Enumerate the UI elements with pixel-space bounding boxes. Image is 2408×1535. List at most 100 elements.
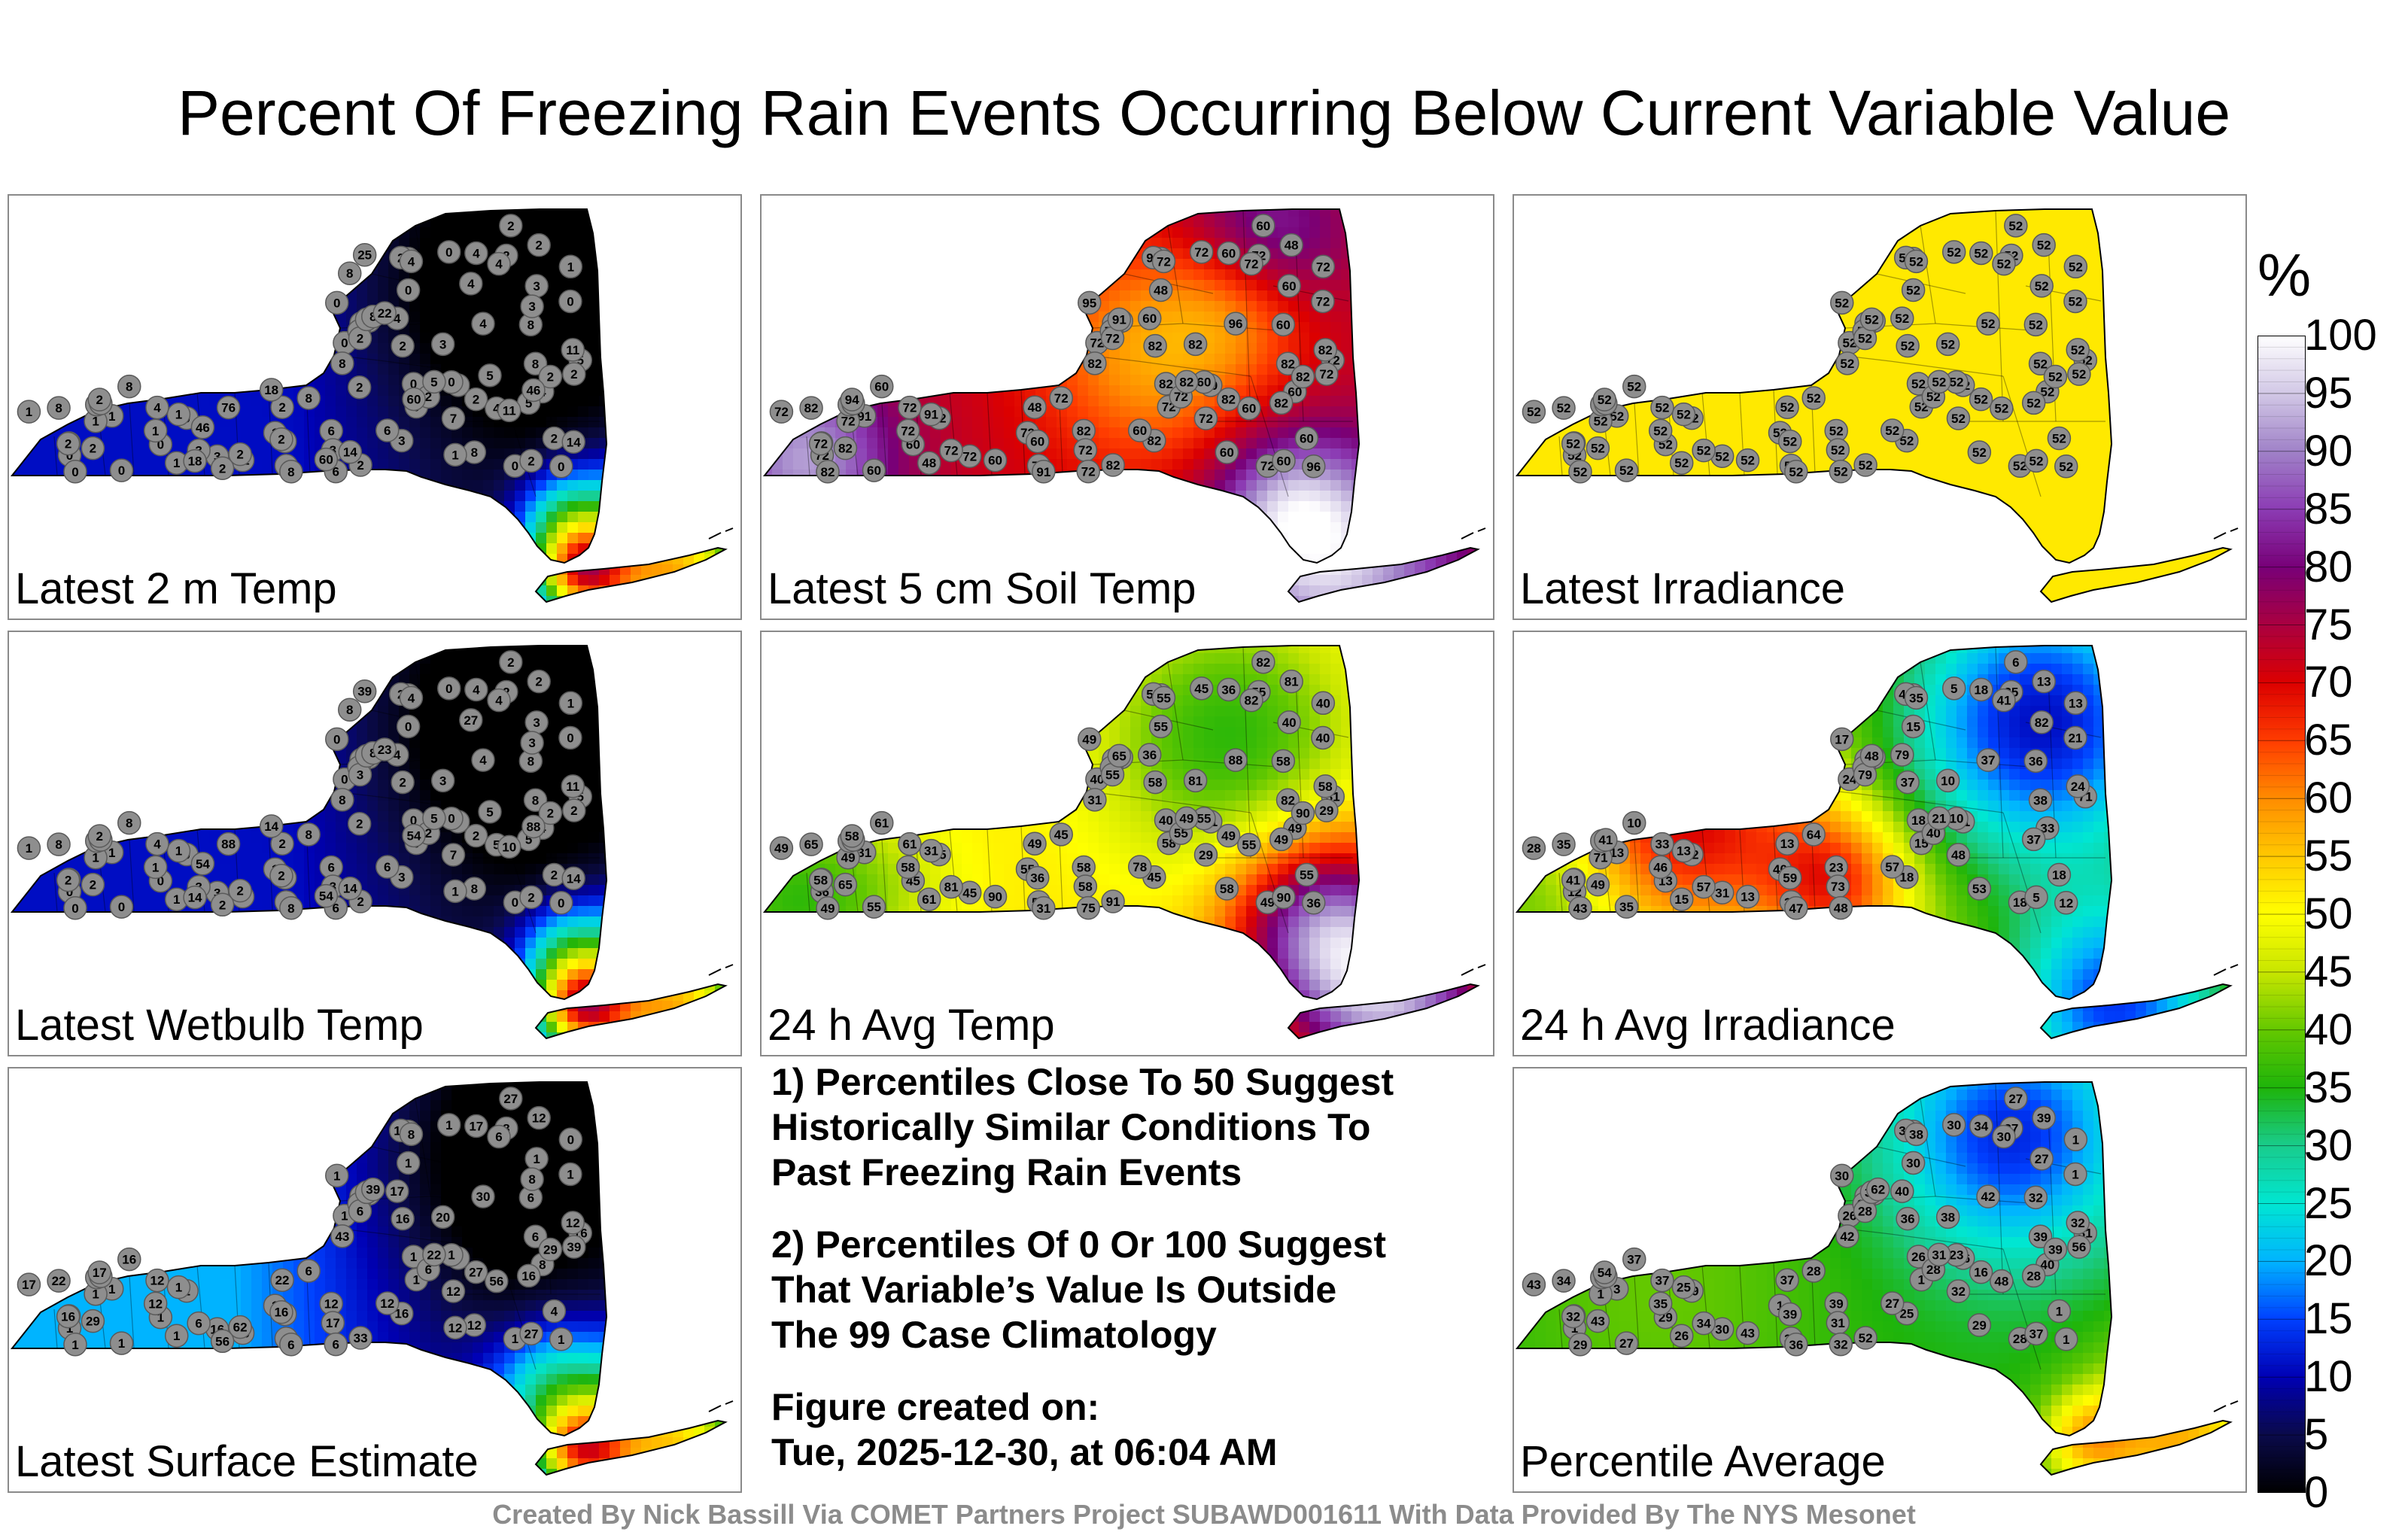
station-marker: 91 — [919, 402, 944, 427]
station-marker: 49 — [1023, 831, 1047, 856]
station-marker: 8 — [337, 261, 362, 285]
station-marker: 13 — [2063, 691, 2088, 716]
station-marker: 36 — [1784, 1333, 1808, 1357]
station-value: 6 — [333, 901, 339, 916]
station-marker: 36 — [1138, 743, 1162, 767]
station-value: 10 — [502, 840, 516, 854]
station-value: 20 — [436, 1210, 450, 1224]
station-marker: 2 — [81, 872, 105, 897]
station-value: 37 — [1780, 1273, 1795, 1287]
station-marker: 32 — [2066, 1211, 2090, 1235]
station-value: 13 — [2037, 675, 2051, 689]
station-value: 72 — [1054, 391, 1069, 406]
station-value: 24 — [2071, 780, 2085, 794]
station-marker: 31 — [919, 838, 944, 863]
station-marker: 2 — [519, 448, 543, 473]
station-marker: 52 — [1622, 374, 1646, 399]
station-value: 2 — [236, 448, 243, 462]
station-value: 1 — [26, 841, 32, 856]
colorbar-tick-label: 5 — [2304, 1413, 2328, 1457]
station-marker: 32 — [1561, 1304, 1586, 1329]
station-marker: 6 — [296, 1259, 321, 1283]
station-marker: 40 — [1311, 691, 1336, 716]
station-marker: 52 — [1801, 386, 1826, 410]
station-value: 39 — [567, 1240, 581, 1254]
station-value: 52 — [1627, 380, 1641, 394]
station-marker: 94 — [840, 388, 864, 412]
station-marker: 5 — [478, 363, 502, 388]
station-value: 52 — [1835, 296, 1849, 310]
station-value: 72 — [813, 437, 828, 451]
station-marker: 57 — [1880, 855, 1905, 879]
station-value: 49 — [774, 841, 789, 856]
station-value: 96 — [1306, 460, 1321, 474]
station-marker: 24 — [2066, 774, 2090, 798]
station-value: 5 — [577, 354, 584, 368]
station-marker: 1 — [17, 400, 41, 424]
station-value: 41 — [1566, 874, 1580, 888]
station-marker: 2 — [499, 214, 523, 238]
station-marker: 1 — [443, 442, 467, 467]
station-value: 3 — [214, 886, 220, 900]
station-marker: 2 — [538, 364, 563, 389]
station-marker: 17 — [17, 1272, 41, 1296]
station-marker: 2 — [269, 863, 293, 888]
station-value: 52 — [1591, 442, 1605, 456]
station-value: 7 — [450, 412, 457, 426]
note-line: 1) Percentiles Close To 50 Suggest — [771, 1059, 1509, 1105]
station-value: 47 — [1789, 901, 1803, 916]
station-marker: 2 — [542, 426, 567, 451]
station-value: 2 — [473, 393, 479, 407]
station-value: 12 — [150, 1274, 164, 1288]
station-value: 0 — [448, 812, 455, 826]
station-marker: 52 — [1552, 396, 1576, 420]
station-value: 2 — [357, 331, 363, 345]
island-marks — [2213, 527, 2239, 540]
station-value: 1 — [2072, 1167, 2078, 1181]
station-value: 0 — [405, 719, 412, 734]
station-value: 60 — [874, 380, 889, 394]
station-marker: 52 — [1669, 451, 1694, 475]
station-marker: 42 — [1835, 1224, 1859, 1248]
station-marker: 82 — [1154, 372, 1178, 396]
station-value: 2 — [96, 393, 102, 407]
colorbar-tick-label: 50 — [2304, 892, 2353, 936]
station-marker: 11 — [561, 338, 585, 362]
station-marker: 34 — [1552, 1269, 1576, 1293]
station-value: 8 — [471, 882, 478, 896]
station-value: 1 — [567, 1167, 573, 1181]
station-value: 2 — [425, 826, 432, 840]
station-marker: 82 — [1072, 418, 1096, 443]
station-value: 5 — [1950, 682, 1957, 696]
colorbar-tick-label: 20 — [2304, 1239, 2353, 1283]
station-marker: 43 — [1586, 1309, 1610, 1333]
station-marker: 36 — [1896, 1206, 1920, 1231]
station-marker: 18 — [259, 378, 284, 402]
station-value: 45 — [962, 886, 977, 900]
station-value: 52 — [2037, 239, 2051, 253]
station-value: 0 — [157, 874, 164, 889]
station-value: 52 — [1594, 415, 1608, 429]
station-marker: 72 — [769, 400, 794, 424]
station-value: 57 — [1697, 880, 1711, 895]
station-marker: 53 — [1967, 877, 1992, 901]
station-value: 82 — [804, 401, 819, 415]
station-value: 0 — [448, 375, 455, 390]
station-value: 21 — [1932, 811, 1946, 825]
station-marker: 0 — [436, 676, 461, 701]
station-value: 29 — [1319, 804, 1333, 818]
station-value: 26 — [1842, 1209, 1856, 1223]
station-value: 2 — [425, 390, 432, 404]
station-value: 8 — [369, 746, 376, 761]
station-value: 27 — [2035, 1152, 2049, 1166]
station-marker: 72 — [1311, 289, 1335, 314]
station-value: 1 — [413, 1273, 420, 1287]
station-marker: 72 — [1189, 240, 1214, 264]
station-marker: 8 — [399, 1122, 424, 1147]
station-value: 52 — [2033, 357, 2048, 371]
station-marker: 35 — [1552, 832, 1576, 856]
station-marker: 32 — [1946, 1279, 1971, 1303]
station-value: 43 — [1591, 1315, 1605, 1329]
station-marker: 35 — [1648, 1291, 1673, 1316]
station-value: 6 — [357, 1204, 363, 1218]
